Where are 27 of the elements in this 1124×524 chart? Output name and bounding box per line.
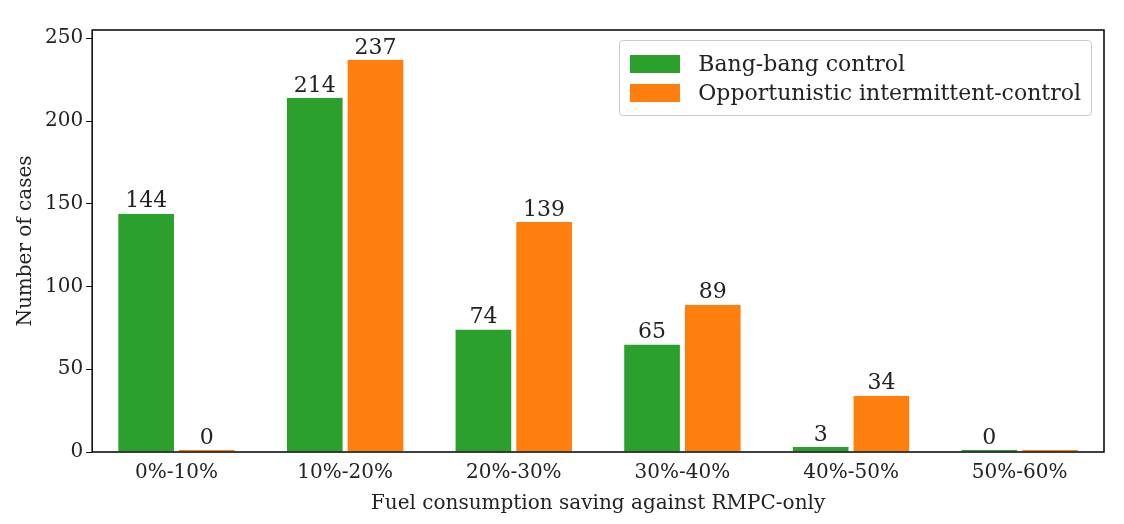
data-label: 74 xyxy=(469,303,498,329)
y-tick-label: 150 xyxy=(44,189,84,214)
data-label: 214 xyxy=(293,71,336,97)
data-label: 237 xyxy=(354,33,397,59)
legend-label: Opportunistic intermittent-control xyxy=(698,80,1081,105)
y-tick-label: 50 xyxy=(57,355,84,380)
x-tick-label: 30%-40% xyxy=(634,459,731,484)
y-tick-label: 250 xyxy=(44,24,84,49)
data-label: 0 xyxy=(982,423,997,449)
x-tick-label: 20%-30% xyxy=(465,459,562,484)
data-label: 139 xyxy=(523,195,566,221)
x-tick-label: 0%-10% xyxy=(135,459,218,484)
x-tick-label: 50%-60% xyxy=(971,459,1068,484)
data-label: 89 xyxy=(698,278,727,304)
y-tick-label: 100 xyxy=(44,272,84,297)
data-label: 34 xyxy=(867,369,896,395)
data-label: 65 xyxy=(638,318,667,344)
y-axis-title: Number of cases xyxy=(12,155,37,327)
x-tick-label: 10%-20% xyxy=(297,459,393,484)
x-axis-title: Fuel consumption saving against RMPC-only xyxy=(370,490,826,515)
y-tick-label: 0 xyxy=(70,438,84,463)
legend-label: Bang-bang control xyxy=(698,51,906,76)
data-label: 144 xyxy=(125,187,168,213)
x-tick-label: 40%-50% xyxy=(803,459,899,484)
data-label: 3 xyxy=(813,420,828,446)
y-tick-label: 200 xyxy=(44,107,84,132)
data-label: 0 xyxy=(199,423,214,449)
